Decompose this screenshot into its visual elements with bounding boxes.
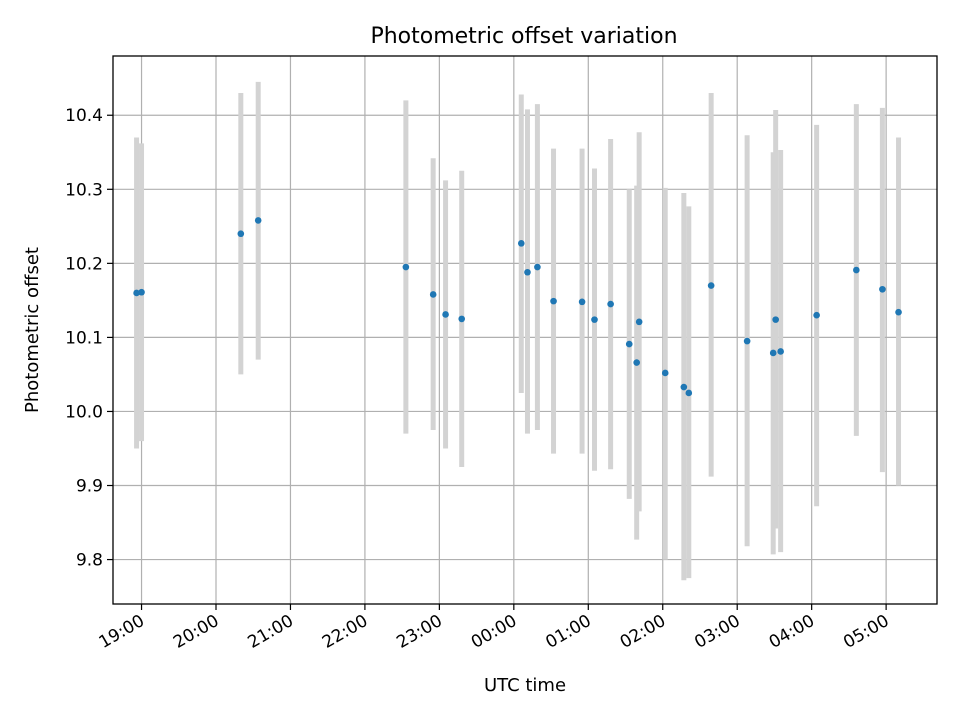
y-axis-label: Photometric offset — [22, 247, 43, 413]
data-point — [772, 316, 779, 323]
y-tick-label: 9.8 — [76, 551, 103, 571]
y-tick-label: 10.2 — [65, 254, 103, 274]
plot-frame — [112, 55, 938, 605]
data-point — [743, 337, 751, 345]
x-tick-label: 21:00 — [245, 611, 297, 653]
data-point — [707, 282, 715, 289]
data-point — [138, 288, 145, 296]
x-tick-label: 00:00 — [468, 611, 520, 653]
data-point — [633, 359, 640, 366]
x-tick-label: 22:00 — [319, 611, 371, 653]
error-bars — [134, 81, 902, 581]
data-point — [680, 383, 688, 391]
x-tick-label: 03:00 — [691, 611, 743, 653]
data-point — [607, 300, 614, 308]
data-point — [591, 316, 598, 323]
data-point — [517, 240, 525, 247]
data-point — [813, 311, 820, 319]
x-tick-label: 19:00 — [96, 611, 148, 653]
data-point — [458, 315, 466, 323]
y-tick-label: 10.3 — [65, 180, 103, 200]
y-tick-label: 9.9 — [76, 477, 103, 497]
axis-ticks: 19:00 20:00 21:00 22:00 23:00 00:00 01:00 02:00… — [65, 106, 892, 653]
y-tick-label: 10.4 — [65, 106, 103, 126]
x-tick-label: 23:00 — [393, 611, 445, 653]
data-point — [442, 311, 449, 318]
x-tick-label: 20:00 — [170, 611, 222, 653]
data-point — [429, 291, 437, 298]
data-point — [237, 230, 245, 238]
data-point — [524, 268, 531, 276]
data-point — [895, 308, 902, 316]
data-point — [769, 349, 777, 357]
data-point — [685, 389, 693, 397]
y-tick-label: 10.1 — [65, 328, 103, 348]
y-tick-label: 10.0 — [65, 402, 103, 422]
data-point — [777, 348, 784, 355]
data-points — [133, 217, 902, 397]
x-tick-label: 01:00 — [542, 611, 594, 653]
data-point — [133, 289, 140, 297]
data-point — [254, 217, 262, 224]
data-point — [661, 369, 669, 377]
data-point — [853, 266, 860, 274]
data-point — [635, 318, 643, 326]
data-point — [534, 263, 541, 271]
data-point — [578, 298, 586, 306]
data-point — [625, 340, 633, 348]
x-axis-label: UTC time — [484, 675, 566, 696]
chart-title: Photometric offset variation — [370, 24, 677, 49]
x-tick-label: 05:00 — [840, 611, 892, 653]
x-tick-label: 02:00 — [617, 611, 669, 653]
data-point — [550, 297, 557, 305]
data-point — [402, 263, 410, 271]
data-point — [879, 285, 886, 293]
x-tick-label: 04:00 — [766, 611, 818, 653]
